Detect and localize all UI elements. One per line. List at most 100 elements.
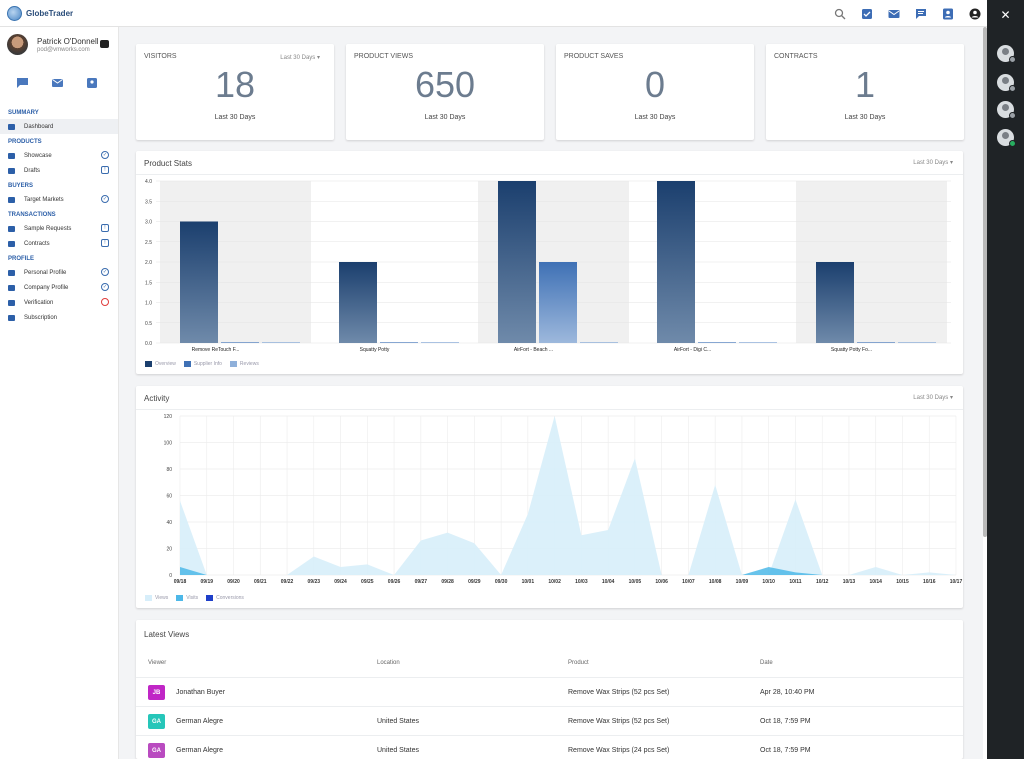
sidebar-item-target-markets[interactable]: Target Markets ✓: [0, 192, 118, 207]
close-icon[interactable]: ✕: [1000, 8, 1011, 22]
list-icon: [8, 314, 15, 321]
bar[interactable]: [739, 342, 777, 343]
kpi-subtitle: Last 30 Days: [214, 114, 256, 121]
table-row[interactable]: GA German Alegre United States Remove Wax S…: [136, 706, 963, 735]
bar[interactable]: [857, 342, 895, 343]
bar[interactable]: [339, 262, 377, 343]
x-tick-label: 09/28: [441, 579, 454, 585]
bar[interactable]: [580, 342, 618, 343]
camera-icon[interactable]: [100, 40, 109, 48]
bar[interactable]: [421, 342, 459, 343]
column-header: Location: [377, 660, 400, 666]
bar[interactable]: [539, 262, 577, 343]
x-tick-label: AirFort - Beach ...: [514, 347, 553, 353]
sidebar-item-label: Drafts: [24, 167, 41, 174]
column-header: Viewer: [148, 660, 167, 666]
sidebar-item-personal-profile[interactable]: Personal Profile ✓: [0, 265, 118, 280]
legend-item[interactable]: Conversions: [206, 595, 244, 601]
contact-icon[interactable]: [942, 8, 954, 20]
y-tick-label: 1.0: [145, 301, 152, 307]
bar[interactable]: [498, 181, 536, 343]
legend-item[interactable]: Overview: [145, 361, 176, 367]
shield-icon: [8, 299, 15, 306]
kpi-value: 18: [214, 64, 256, 105]
x-tick-label: 10/10: [762, 579, 775, 585]
x-tick-label: 09/23: [308, 579, 321, 585]
kpi-card-product-saves: PRODUCT SAVES 0 Last 30 Days: [556, 44, 754, 140]
scrollbar[interactable]: [983, 27, 987, 537]
sidebar-item-verification[interactable]: Verification: [0, 295, 118, 310]
legend-label: Conversions: [216, 595, 244, 601]
x-tick-label: 10/09: [736, 579, 749, 585]
sidebar-item-dashboard[interactable]: Dashboard: [0, 119, 118, 134]
y-tick-label: 0: [169, 573, 172, 579]
bar[interactable]: [380, 342, 418, 343]
legend-item[interactable]: Supplier Info: [183, 361, 222, 367]
range-dropdown[interactable]: Last 30 Days ▾: [280, 55, 320, 61]
status-dot-online: [1009, 140, 1016, 147]
range-dropdown[interactable]: Last 30 Days ▾: [913, 395, 953, 401]
bar[interactable]: [262, 342, 300, 343]
mail-icon[interactable]: [888, 8, 900, 20]
y-tick-label: 100: [164, 441, 173, 447]
bar[interactable]: [698, 342, 736, 343]
chat-icon[interactable]: [915, 8, 927, 20]
nav-section-title: PRODUCTS: [8, 139, 42, 145]
bar[interactable]: [180, 221, 218, 344]
sidebar-item-drafts[interactable]: Drafts!: [0, 163, 118, 178]
sidebar-item-subscription[interactable]: Subscription: [0, 310, 118, 325]
legend-swatch: [229, 361, 237, 367]
sidebar-item-label: Target Markets: [24, 196, 64, 203]
sidebar-item-company-profile[interactable]: Company Profile ✓: [0, 280, 118, 295]
x-tick-label: 10/13: [843, 579, 856, 585]
check-icon: ✓: [101, 283, 109, 291]
x-tick-label: 09/18: [174, 579, 187, 585]
kpi-title: VISITORS: [144, 53, 177, 60]
bar[interactable]: [898, 342, 936, 343]
search-icon[interactable]: [834, 8, 846, 20]
kpi-subtitle: Last 30 Days: [424, 114, 466, 121]
kpi-title: CONTRACTS: [774, 53, 818, 60]
kpi-card-contracts: CONTRACTS 1 Last 30 Days: [766, 44, 964, 140]
status-dot: [1009, 112, 1016, 119]
legend-item[interactable]: Visits: [176, 595, 198, 601]
sidebar-item-showcase[interactable]: Showcase ✓: [0, 148, 118, 163]
kpi-subtitle: Last 30 Days: [844, 114, 886, 121]
chart-legend: Overview Supplier Info Reviews: [145, 361, 259, 367]
sidebar-item-sample-requests[interactable]: Sample Requests!: [0, 221, 118, 236]
x-tick-label: 10/03: [575, 579, 588, 585]
x-tick-label: 10/11: [789, 579, 801, 585]
kpi-value: 1: [854, 64, 876, 105]
bar[interactable]: [657, 181, 695, 343]
check-icon: ✓: [101, 195, 109, 203]
y-tick-label: 3.0: [145, 220, 152, 226]
table-row[interactable]: JB Jonathan Buyer Remove Wax Strips (52 pc…: [136, 677, 963, 706]
chat-icon[interactable]: [17, 75, 28, 88]
x-tick-label: 10/12: [816, 579, 829, 585]
avatar[interactable]: [7, 34, 28, 55]
handshake-icon: [8, 240, 15, 247]
nav-section-title: PROFILE: [8, 256, 35, 262]
x-tick-label: 09/27: [415, 579, 428, 585]
bar[interactable]: [221, 342, 259, 343]
kpi-card-product-views: PRODUCT VIEWS 650 Last 30 Days: [346, 44, 544, 140]
x-tick-label: 10/08: [709, 579, 722, 585]
legend-item[interactable]: Views: [145, 595, 168, 601]
company-icon: [8, 284, 15, 291]
range-dropdown[interactable]: Last 30 Days ▾: [913, 160, 953, 166]
card-title: Product Stats: [144, 159, 193, 168]
legend-item[interactable]: Reviews: [229, 361, 259, 367]
contacts-panel: ✕: [987, 0, 1024, 759]
app-logo[interactable]: GlobeTrader: [7, 5, 73, 21]
sidebar-item-contracts[interactable]: Contracts!: [0, 236, 118, 251]
account-icon[interactable]: [969, 8, 981, 20]
product-stats-card: Product Stats Last 30 Days ▾ 0.0 0.5 1.0 1.…: [136, 151, 963, 374]
x-tick-label: 09/29: [468, 579, 481, 585]
contact-icon[interactable]: [87, 75, 98, 88]
kpi-title: PRODUCT VIEWS: [354, 53, 413, 60]
table-row[interactable]: GA German Alegre United States Remove Wax S…: [136, 735, 963, 759]
mail-icon[interactable]: [52, 75, 63, 87]
bar[interactable]: [816, 262, 854, 343]
status-dot: [1009, 56, 1016, 63]
checklist-icon[interactable]: [861, 8, 873, 20]
